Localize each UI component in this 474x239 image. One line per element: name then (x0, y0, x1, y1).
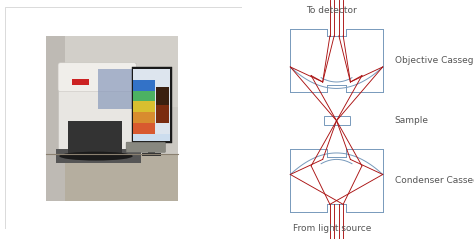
Bar (46, 36, 65, 201)
Bar (133, 91, 155, 101)
Text: From light source: From light source (292, 224, 371, 233)
Bar (133, 101, 155, 112)
Bar (46, 36, 178, 201)
Bar (156, 87, 169, 123)
Text: Sample: Sample (394, 116, 428, 125)
Text: Objective Cassegrain: Objective Cassegrain (394, 56, 474, 65)
Ellipse shape (59, 152, 133, 161)
Bar (133, 80, 155, 91)
Text: Condenser Cassegrain: Condenser Cassegrain (394, 176, 474, 185)
Bar (67, 120, 122, 154)
Bar (46, 36, 178, 107)
Bar (133, 112, 155, 123)
Bar (55, 149, 141, 163)
Bar (72, 79, 89, 85)
Bar (133, 69, 170, 141)
Bar (58, 63, 136, 154)
Bar (99, 69, 131, 109)
Bar (142, 153, 161, 156)
Bar (133, 134, 170, 141)
Bar (133, 80, 155, 134)
Bar (133, 123, 155, 134)
Text: To detector: To detector (306, 6, 357, 15)
Bar (148, 143, 155, 154)
FancyBboxPatch shape (58, 63, 137, 92)
Bar (131, 67, 172, 143)
FancyBboxPatch shape (126, 142, 165, 152)
Bar (323, 116, 349, 125)
Bar (46, 154, 178, 201)
Bar (156, 105, 169, 123)
